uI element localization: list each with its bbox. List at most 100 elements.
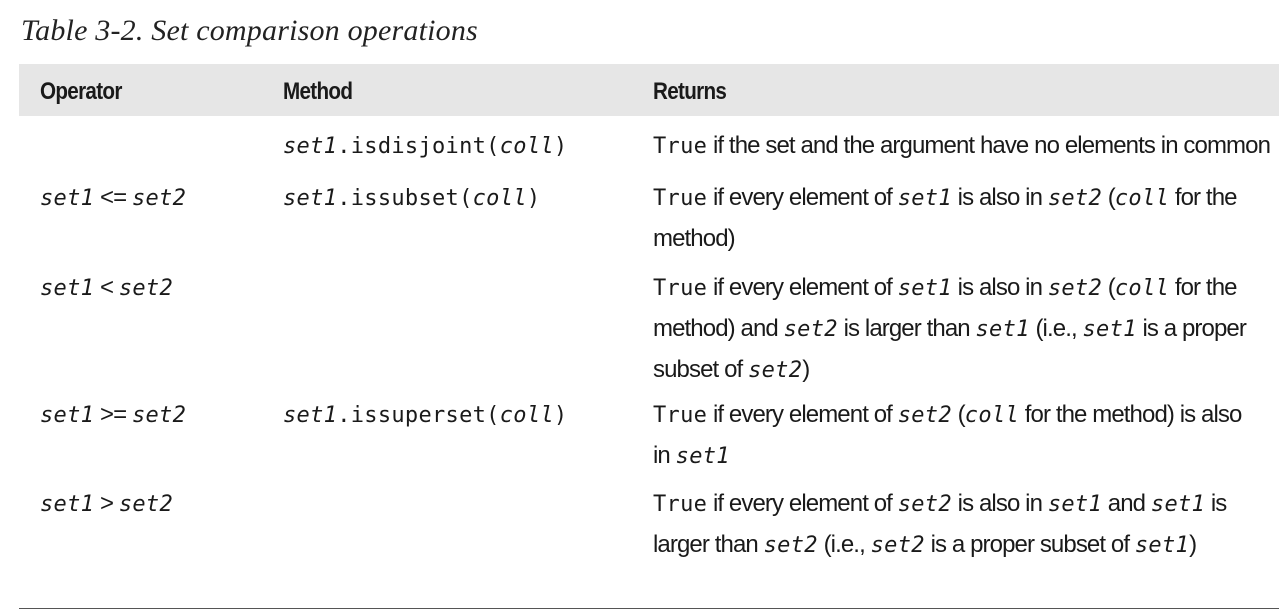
method-cell: set1.issuperset(coll) — [283, 395, 567, 436]
returns-cell: True if every element of set1 is also in… — [653, 178, 1287, 259]
method-argument: coll — [499, 403, 554, 428]
operator-symbol: <= — [94, 184, 132, 211]
header-method: Method — [283, 78, 353, 105]
returns-text-fragment: if every element of — [707, 184, 898, 211]
operator-operand: set1 — [40, 492, 95, 517]
returns-code-fragment: set1 — [897, 186, 952, 211]
method-cell: set1.isdisjoint(coll) — [283, 126, 567, 167]
returns-line: True if every element of set2 (coll for … — [653, 395, 1287, 436]
returns-line: larger than set2 (i.e., set2 is a proper… — [653, 525, 1287, 566]
returns-text-fragment: if every element of — [707, 401, 898, 428]
returns-code-fragment: True — [653, 492, 708, 517]
returns-text-fragment: (i.e., — [1029, 315, 1083, 342]
operator-cell: set1 <= set2 — [40, 178, 186, 219]
returns-code-fragment: set2 — [748, 358, 803, 383]
returns-text-fragment: ) — [802, 356, 810, 383]
method-close-paren: ) — [553, 403, 568, 428]
method-close-paren: ) — [553, 134, 568, 159]
method-name: .issuperset( — [337, 403, 500, 428]
returns-text-fragment: ( — [951, 401, 966, 428]
returns-text-fragment: is — [1205, 490, 1227, 517]
method-cell: set1.issubset(coll) — [283, 178, 540, 219]
returns-code-fragment: set1 — [1150, 492, 1206, 517]
returns-code-fragment: coll — [964, 403, 1019, 428]
returns-line: method) and set2 is larger than set1 (i.… — [653, 309, 1287, 350]
table-header: Operator Method Returns — [19, 64, 1279, 116]
returns-text-fragment: (i.e., — [817, 531, 871, 558]
returns-code-fragment: True — [653, 403, 708, 428]
returns-code-fragment: coll — [1114, 186, 1170, 211]
returns-code-fragment: set2 — [1047, 186, 1103, 211]
returns-code-fragment: set2 — [897, 403, 952, 428]
returns-line: True if every element of set1 is also in… — [653, 268, 1287, 309]
operator-symbol: < — [94, 274, 119, 301]
returns-code-fragment: set2 — [897, 492, 952, 517]
header-returns: Returns — [653, 78, 727, 105]
returns-line: in set1 — [653, 436, 1287, 477]
method-object: set1 — [283, 186, 338, 211]
returns-cell: True if every element of set1 is also in… — [653, 268, 1287, 391]
operator-cell: set1 > set2 — [40, 484, 173, 525]
set-comparison-table: Operator Method Returns set1.isdisjoint(… — [19, 64, 1279, 609]
returns-line: subset of set2) — [653, 350, 1287, 391]
returns-code-fragment: True — [653, 276, 708, 301]
method-object: set1 — [283, 403, 338, 428]
operator-operand: set2 — [118, 492, 174, 517]
operator-operand: set2 — [131, 403, 187, 428]
returns-text-fragment: if the set and the argument have no elem… — [707, 132, 1271, 159]
operator-operand: set1 — [40, 276, 95, 301]
returns-text-fragment: is also in — [951, 184, 1048, 211]
returns-text-fragment: method) and — [653, 315, 784, 342]
returns-code-fragment: True — [653, 186, 708, 211]
returns-code-fragment: coll — [1114, 276, 1170, 301]
returns-code-fragment: set1 — [975, 317, 1030, 342]
method-name: .issubset( — [337, 186, 473, 211]
returns-code-fragment: set1 — [1082, 317, 1137, 342]
returns-text-fragment: and — [1102, 490, 1151, 517]
returns-cell: True if every element of set2 is also in… — [653, 484, 1287, 566]
returns-text-fragment: in — [653, 442, 676, 469]
returns-code-fragment: set1 — [897, 276, 952, 301]
method-name: .isdisjoint( — [337, 134, 500, 159]
table-body: set1.isdisjoint(coll) True if the set and… — [19, 116, 1279, 608]
returns-code-fragment: set2 — [870, 533, 925, 558]
returns-text-fragment: for the — [1169, 274, 1238, 301]
returns-text-fragment: for the — [1169, 184, 1238, 211]
returns-line: method) — [653, 219, 1287, 259]
returns-text-fragment: ) — [1189, 531, 1197, 558]
returns-cell: True if the set and the argument have no… — [653, 126, 1287, 167]
returns-code-fragment: set2 — [783, 317, 838, 342]
returns-text-fragment: subset of — [653, 356, 749, 383]
returns-text-fragment: is also in — [951, 274, 1048, 301]
returns-text-fragment: if every element of — [707, 274, 898, 301]
operator-operand: set2 — [131, 186, 187, 211]
method-argument: coll — [499, 134, 554, 159]
operator-operand: set1 — [40, 403, 95, 428]
returns-code-fragment: set2 — [763, 533, 818, 558]
returns-text-fragment: is a proper subset of — [924, 531, 1135, 558]
returns-text-fragment: is also in — [951, 490, 1048, 517]
returns-line: True if every element of set2 is also in… — [653, 484, 1287, 525]
returns-text-fragment: method) — [653, 225, 736, 252]
operator-symbol: >= — [94, 401, 132, 428]
returns-text-fragment: larger than — [653, 531, 764, 558]
operator-symbol: > — [94, 490, 119, 517]
returns-code-fragment: set1 — [1134, 533, 1190, 558]
returns-text-fragment: is larger than — [837, 315, 976, 342]
returns-text-fragment: ( — [1102, 274, 1116, 301]
returns-text-fragment: if every element of — [707, 490, 898, 517]
method-object: set1 — [283, 134, 338, 159]
returns-text-fragment: for the method) is also — [1018, 401, 1243, 428]
operator-operand: set2 — [118, 276, 174, 301]
returns-code-fragment: True — [653, 134, 708, 159]
returns-line: True if every element of set1 is also in… — [653, 178, 1287, 219]
returns-code-fragment: set1 — [675, 444, 730, 469]
operator-cell: set1 >= set2 — [40, 395, 186, 436]
returns-code-fragment: set1 — [1047, 492, 1103, 517]
header-operator: Operator — [40, 78, 122, 105]
method-argument: coll — [472, 186, 527, 211]
table-caption: Table 3-2. Set comparison operations — [21, 14, 478, 47]
returns-text-fragment: is a proper — [1136, 315, 1246, 342]
returns-line: True if the set and the argument have no… — [653, 126, 1287, 167]
method-close-paren: ) — [526, 186, 541, 211]
